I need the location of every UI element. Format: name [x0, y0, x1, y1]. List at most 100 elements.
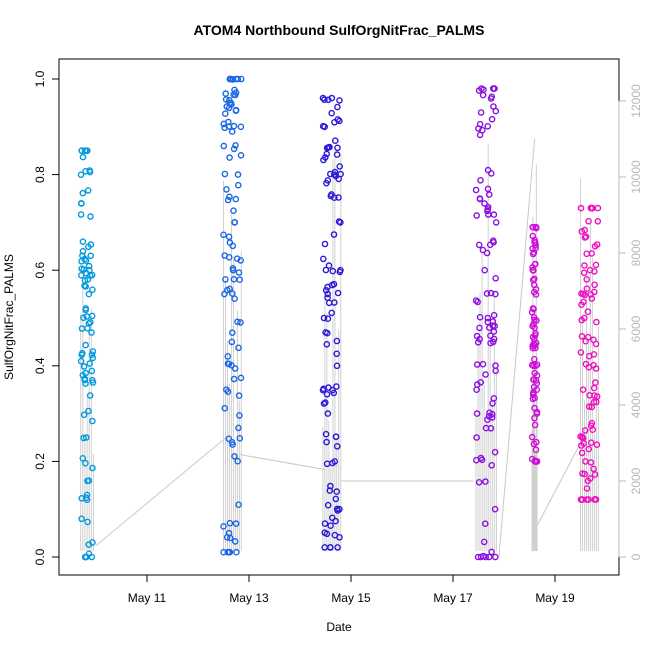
data-point — [531, 369, 539, 377]
data-point — [80, 314, 87, 322]
data-point — [578, 290, 585, 297]
secondary-series-vertical-lines — [80, 143, 599, 551]
data-point — [234, 171, 242, 178]
x-axis: May 11 May 13 May 15 May 17 May 19 — [128, 574, 575, 605]
data-point — [331, 531, 339, 539]
data-point — [78, 325, 86, 332]
data-point — [237, 123, 245, 131]
data-point — [484, 185, 492, 193]
data-point — [221, 404, 229, 412]
data-point — [229, 76, 237, 83]
data-point — [480, 552, 487, 560]
data-point — [479, 246, 487, 254]
data-point — [221, 110, 229, 117]
data-point — [530, 267, 537, 274]
y-axis-title: SulfOrgNitFrac_PALMS — [2, 254, 16, 380]
data-point — [584, 477, 592, 485]
x-tick-label: May 11 — [128, 591, 167, 605]
x-tick-label: May 19 — [535, 591, 575, 605]
data-point — [235, 269, 243, 276]
data-point — [588, 250, 596, 257]
data-point — [484, 123, 492, 130]
data-point — [491, 505, 499, 513]
data-point — [334, 507, 341, 514]
data-point — [531, 236, 539, 244]
data-point — [82, 341, 89, 349]
data-point — [474, 298, 482, 306]
y2-tick-label: 2000 — [629, 467, 643, 494]
data-point — [224, 388, 232, 396]
data-point — [491, 553, 499, 561]
data-point — [531, 332, 539, 339]
data-point — [532, 244, 539, 252]
data-point — [84, 187, 92, 194]
data-point — [222, 90, 229, 97]
data-point — [490, 103, 497, 110]
data-point — [77, 357, 85, 365]
data-point — [86, 360, 93, 367]
data-point — [85, 290, 93, 298]
data-point — [79, 247, 87, 255]
data-point — [81, 553, 89, 561]
data-point — [489, 318, 497, 325]
data-point — [529, 276, 537, 284]
data-point — [231, 365, 239, 372]
data-point — [334, 103, 341, 111]
data-point — [333, 488, 341, 495]
data-point — [590, 465, 597, 473]
data-point — [229, 264, 237, 272]
data-point — [322, 286, 330, 294]
data-point — [579, 470, 586, 477]
data-point — [473, 434, 480, 441]
data-point — [531, 355, 538, 363]
data-point — [89, 348, 97, 355]
data-point — [335, 194, 342, 201]
data-point — [485, 191, 493, 198]
data-point — [79, 189, 87, 197]
data-point — [592, 496, 600, 503]
data-point — [531, 404, 538, 412]
data-point — [577, 204, 585, 212]
data-point — [479, 91, 487, 99]
data-point — [330, 299, 338, 306]
data-point — [80, 411, 88, 419]
altitude-profile — [80, 289, 94, 551]
data-point — [221, 124, 228, 132]
data-point — [592, 379, 599, 386]
data-point — [236, 276, 243, 284]
data-point — [224, 196, 232, 204]
data-point — [336, 117, 343, 125]
data-point — [473, 212, 481, 219]
data-point — [584, 308, 592, 316]
data-point — [237, 257, 244, 264]
data-point — [88, 367, 96, 375]
data-point — [228, 128, 236, 135]
data-point — [237, 151, 245, 159]
data-point — [230, 375, 238, 383]
data-point — [325, 262, 333, 269]
data-point — [582, 360, 590, 368]
data-point — [78, 494, 85, 502]
data-point — [482, 478, 489, 485]
data-point — [583, 285, 591, 293]
data-point — [225, 253, 233, 261]
data-point — [79, 252, 86, 259]
y2-tick-label: 10000 — [629, 160, 643, 194]
data-point — [320, 400, 328, 407]
y2-tick-label: 0 — [629, 553, 643, 560]
data-point — [492, 367, 500, 375]
data-point — [578, 496, 586, 503]
data-point — [322, 430, 330, 438]
data-point — [77, 211, 85, 218]
data-point — [232, 195, 240, 203]
data-point — [485, 412, 493, 420]
altitude-profile — [322, 149, 342, 551]
data-point — [484, 166, 492, 174]
data-point — [483, 290, 491, 297]
secondary-series — [95, 138, 581, 558]
data-point — [89, 464, 96, 472]
data-point — [89, 539, 96, 546]
data-point — [230, 145, 238, 153]
data-point — [488, 93, 496, 101]
data-point — [324, 410, 332, 417]
